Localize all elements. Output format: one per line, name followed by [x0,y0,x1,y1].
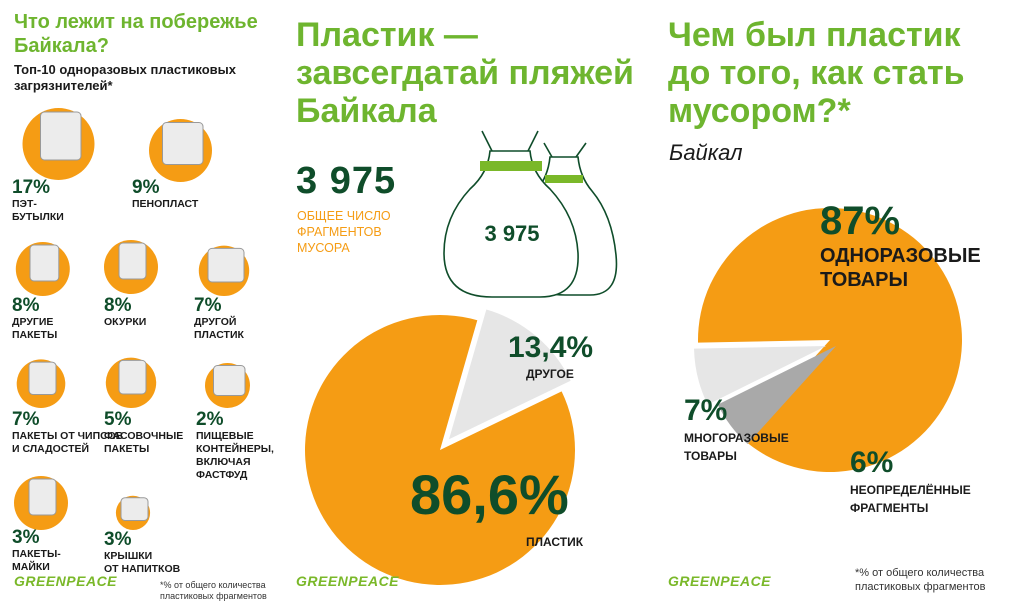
pie-slice-other [449,309,571,440]
pie-slice-single-use [698,208,962,473]
item-percent: 8% [104,295,132,316]
item-text: 7% ПАКЕТЫ ОТ ЧИПСОВ И СЛАДОСТЕЙ [12,410,123,456]
greenpeace-logo-left: GREENPEACE [14,573,118,589]
item-label: ПАКЕТЫ- МАЙКИ [12,548,61,573]
pie-label-reusable-pct: 7% [684,394,727,427]
footnote-left: *% от общего количества пластиковых фраг… [160,580,267,601]
item-label: ДРУГИЕ ПАКЕТЫ [12,316,58,341]
total-count-label: ОБЩЕЕ ЧИСЛО ФРАГМЕНТОВ МУСОРА [297,209,391,255]
plastic-share-pie: 13,4% ДРУГОЕ 86,6% ПЛАСТИК [305,309,593,585]
greenpeace-logo-middle: GREENPEACE [296,573,400,589]
pie-label-undetermined-pct: 6% [850,446,893,479]
item-percent: 8% [12,295,40,316]
foam-icon [140,112,230,187]
tshirt-bag-icon [14,470,74,535]
item-label: КРЫШКИ ОТ НАПИТКОВ [104,550,181,575]
pie-label-reusable-2: ТОВАРЫ [684,449,737,463]
item-label: ФАСОВОЧНЫЕ ПАКЕТЫ [104,430,184,455]
footnote-right: *% от общего количества пластиковых фраг… [855,567,986,593]
item-text: 2% ПИЩЕВЫЕ КОНТЕЙНЕРЫ, ВКЛЮЧАЯ ФАСТФУД [196,410,274,482]
item-label: ПЭТ- БУТЫЛКИ [12,198,64,223]
plastic-origin-pie: 87%ОДНОРАЗОВЫЕТОВАРЫ7%МНОГОРАЗОВЫЕТОВАРЫ… [684,199,981,515]
item-text: 8% ДРУГИЕ ПАКЕТЫ [12,296,57,342]
item-text: 7% ДРУГОЙ ПЛАСТИК [194,296,244,342]
pie-label-undetermined-2: ФРАГМЕНТЫ [850,501,928,515]
pie-label-single-use-1: ОДНОРАЗОВЫЕ [820,245,981,267]
item-percent: 17% [12,177,51,198]
item-label: ПЕНОПЛАСТ [132,198,199,210]
item-text: 8% ОКУРКИ [104,296,146,329]
item-percent: 7% [194,295,222,316]
bag-count-label: 3 975 [484,221,539,246]
left-subtitle: Топ-10 одноразовых пластиковых загрязнит… [14,62,237,93]
plastic-item-icon [188,240,268,301]
pie-label-undetermined-1: НЕОПРЕДЕЛЁННЫЕ [850,482,971,497]
pie-label-single-use-2: ТОВАРЫ [820,269,908,291]
bag-icon [14,236,78,301]
pet-bottle-icon [18,100,108,185]
pie-label-other: ДРУГОЕ [526,367,574,381]
item-text: 17% ПЭТ- БУТЫЛКИ [12,178,64,224]
chips-bag-icon [14,354,74,413]
item-percent: 5% [104,409,132,430]
greenpeace-logo-right: GREENPEACE [668,573,772,589]
item-percent: 2% [196,409,224,430]
right-title: Чем был пластик до того, как стать мусор… [668,16,965,130]
total-count: 3 975 [296,160,397,202]
pie-slice-plastic [305,315,575,585]
pie-slice-undetermined [717,346,836,445]
left-title: Что лежит на побережье Байкала? [14,11,258,57]
item-text: 9% ПЕНОПЛАСТ [132,178,198,211]
item-text: 3% КРЫШКИ ОТ НАПИТКОВ [104,530,180,576]
item-text: 5% ФАСОВОЧНЫЕ ПАКЕТЫ [104,410,183,456]
item-percent: 9% [132,177,160,198]
right-subtitle: Байкал [669,140,743,165]
pie-label-other-pct: 13,4% [508,331,593,364]
pie-slice-reusable [694,346,826,405]
pie-label-plastic: ПЛАСТИК [526,535,584,549]
pie-label-plastic-pct: 86,6% [410,463,569,526]
garbage-bags-icon: 3 975 [443,130,618,298]
pie-label-reusable-1: МНОГОРАЗОВЫЕ [684,431,789,445]
item-label: ДРУГОЙ ПЛАСТИК [194,316,244,341]
food-container-icon [196,358,266,413]
item-percent: 3% [104,529,132,550]
produce-bag-icon [104,352,164,413]
cigarette-butt-icon [104,234,164,299]
pie-label-single-use-pct: 87% [820,199,900,243]
item-label: ОКУРКИ [104,316,147,328]
middle-title: Пластик — завсегдатай пляжей Байкала [296,16,634,130]
item-label: ПАКЕТЫ ОТ ЧИПСОВ И СЛАДОСТЕЙ [12,430,124,455]
item-percent: 7% [12,409,40,430]
bottle-cap-icon [106,492,166,535]
item-text: 3% ПАКЕТЫ- МАЙКИ [12,528,61,574]
item-percent: 3% [12,527,40,548]
item-label: ПИЩЕВЫЕ КОНТЕЙНЕРЫ, ВКЛЮЧАЯ ФАСТФУД [196,430,274,481]
